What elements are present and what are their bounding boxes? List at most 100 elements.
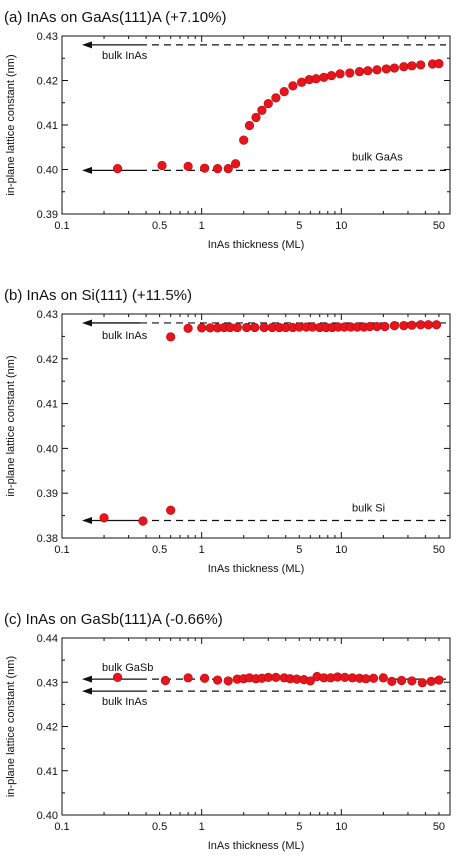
x-axis-label: InAs thickness (ML)	[208, 563, 305, 575]
data-point	[311, 74, 321, 84]
data-point	[407, 61, 417, 71]
y-tick-label: 0.43	[37, 677, 58, 689]
data-point	[244, 120, 255, 131]
y-axis-label: in-plane lattice constant (nm)	[5, 656, 17, 797]
data-point	[138, 516, 148, 526]
y-axis-label: in-plane lattice constant (nm)	[5, 355, 17, 496]
x-axis-label: InAs thickness (ML)	[208, 239, 305, 251]
x-tick-label: 1	[199, 544, 205, 556]
data-point	[212, 675, 223, 685]
data-point	[407, 676, 417, 686]
data-point	[416, 320, 426, 330]
y-tick-label: 0.43	[37, 31, 58, 43]
data-point	[396, 675, 407, 686]
data-point	[326, 71, 337, 81]
data-point	[372, 65, 382, 75]
x-tick-label: 10	[335, 544, 347, 556]
data-point	[279, 87, 289, 97]
y-tick-label: 0.41	[37, 399, 58, 411]
reference-arrow-head	[82, 166, 92, 174]
y-tick-label: 0.42	[37, 722, 58, 734]
data-point	[259, 322, 269, 333]
data-point	[381, 64, 391, 74]
reference-arrow-head	[82, 319, 92, 327]
y-tick-label: 0.42	[37, 76, 58, 88]
data-point	[354, 66, 365, 77]
data-point	[263, 99, 273, 109]
y-tick-label: 0.39	[37, 488, 58, 500]
data-point	[389, 63, 400, 73]
reference-label: bulk GaSb	[102, 662, 153, 674]
y-tick-label: 0.43	[37, 309, 58, 321]
data-point	[200, 673, 210, 683]
data-point	[231, 159, 241, 169]
x-tick-label: 10	[335, 821, 347, 833]
data-point	[399, 62, 409, 72]
reference-label: bulk InAs	[102, 50, 148, 62]
data-point	[183, 161, 193, 171]
chart-title: (a) InAs on GaAs(111)A (+7.10%)	[4, 9, 226, 26]
data-point	[112, 164, 123, 174]
x-tick-label: 50	[433, 220, 445, 232]
data-point	[251, 112, 261, 123]
data-point	[368, 673, 379, 683]
plot-frame	[61, 35, 451, 215]
data-point	[407, 320, 417, 330]
data-point	[431, 320, 442, 330]
reference-label: bulk InAs	[102, 696, 148, 708]
y-tick-label: 0.42	[37, 354, 58, 366]
x-tick-label: 0.1	[54, 821, 69, 833]
chart-panel-c: (c) InAs on GaSb(111)A (-0.66%) 0.1 0.5 1 5 1…	[4, 611, 451, 852]
data-point	[380, 321, 390, 332]
data-point	[399, 321, 409, 331]
data-point	[363, 66, 373, 76]
x-tick-label: 10	[335, 220, 347, 232]
data-point	[212, 164, 223, 174]
x-tick-label: 5	[296, 821, 302, 833]
data-point	[416, 60, 426, 70]
reference-arrow-head	[82, 675, 92, 683]
data-point	[288, 81, 298, 91]
plot-frame	[61, 313, 451, 539]
chart-panel-b: (b) InAs on Si(111) (+11.5%) 0.1 0.5 1 5 10 50…	[4, 287, 451, 575]
x-tick-label: 0.1	[54, 220, 69, 232]
data-point	[223, 164, 233, 174]
data-point	[372, 321, 382, 332]
data-point	[305, 676, 315, 686]
y-tick-label: 0.38	[37, 533, 58, 545]
data-point	[297, 77, 307, 87]
data-point	[183, 323, 193, 333]
x-tick-label: 0.5	[152, 544, 167, 556]
x-tick-label: 0.1	[54, 544, 69, 556]
reference-arrow-head	[82, 687, 92, 695]
y-tick-label: 0.39	[37, 209, 58, 221]
data-point	[242, 322, 252, 333]
reference-label: bulk InAs	[102, 330, 148, 342]
data-point	[257, 105, 267, 115]
y-tick-label: 0.40	[37, 165, 58, 177]
chart-title: (b) InAs on Si(111) (+11.5%)	[4, 287, 192, 304]
data-point	[183, 673, 193, 683]
data-point	[157, 160, 167, 171]
chart-title: (c) InAs on GaSb(111)A (-0.66%)	[4, 611, 223, 628]
reference-label: bulk GaAs	[352, 151, 403, 163]
x-tick-label: 5	[296, 220, 302, 232]
y-tick-label: 0.41	[37, 120, 58, 132]
y-tick-label: 0.40	[37, 443, 58, 455]
x-axis-label: InAs thickness (ML)	[208, 840, 305, 852]
x-tick-label: 0.5	[152, 220, 167, 232]
y-axis-label: in-plane lattice constant (nm)	[5, 54, 17, 195]
data-point	[319, 72, 329, 82]
data-point	[166, 332, 176, 342]
data-point	[423, 320, 433, 330]
data-point	[197, 323, 207, 333]
y-tick-label: 0.40	[37, 810, 58, 822]
y-tick-label: 0.41	[37, 766, 58, 778]
y-tick-label: 0.44	[37, 633, 58, 645]
data-point	[335, 69, 345, 79]
data-point	[99, 513, 109, 523]
data-point	[250, 322, 260, 333]
reference-label: bulk Si	[352, 503, 385, 515]
x-tick-label: 0.5	[152, 821, 167, 833]
